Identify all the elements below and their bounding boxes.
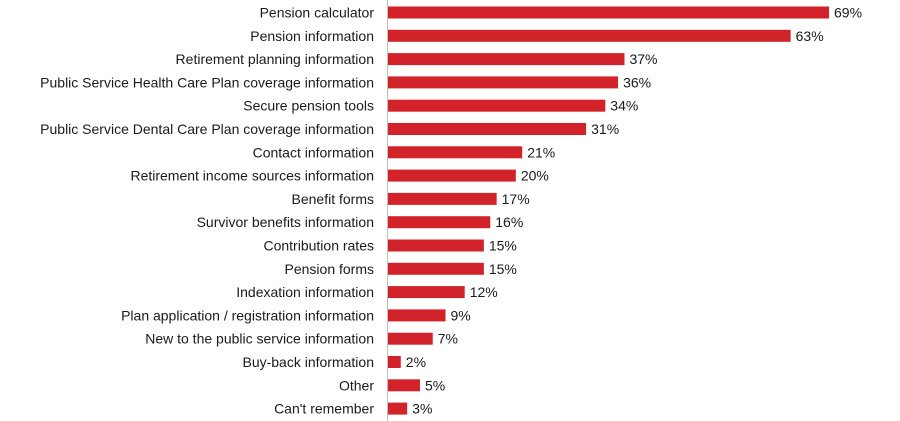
- value-label: 31%: [591, 121, 619, 137]
- category-label: Pension forms: [285, 261, 374, 277]
- bar: [388, 53, 625, 66]
- bar: [388, 76, 619, 89]
- category-label: Benefit forms: [292, 191, 374, 207]
- bar: [388, 379, 420, 392]
- value-label: 36%: [623, 74, 651, 90]
- bar: [388, 216, 491, 229]
- bar: [388, 309, 446, 322]
- category-label: Pension calculator: [260, 5, 375, 21]
- category-label: Indexation information: [236, 284, 374, 300]
- value-label: 37%: [629, 51, 657, 67]
- bar: [388, 192, 497, 205]
- value-label: 12%: [470, 284, 498, 300]
- category-label: Plan application / registration informat…: [121, 307, 374, 323]
- category-label: New to the public service information: [145, 331, 374, 347]
- category-label: Secure pension tools: [243, 98, 374, 114]
- value-label: 3%: [412, 401, 432, 417]
- value-label: 7%: [438, 331, 458, 347]
- value-label: 20%: [521, 168, 549, 184]
- bar: [388, 356, 401, 368]
- value-label: 69%: [834, 5, 862, 21]
- category-label: Survivor benefits information: [197, 214, 374, 230]
- category-label: Contribution rates: [263, 238, 374, 254]
- value-label: 17%: [502, 191, 530, 207]
- bar: [388, 99, 606, 112]
- bar: [388, 169, 516, 182]
- bar: [388, 123, 587, 135]
- bar-group: Pension calculator 69% Pension information…: [40, 5, 862, 417]
- value-label: 15%: [489, 238, 517, 254]
- value-label: 16%: [495, 214, 523, 230]
- value-label: 34%: [610, 98, 638, 114]
- bar: [388, 6, 829, 19]
- bar: [388, 262, 484, 275]
- value-label: 9%: [451, 307, 471, 323]
- category-label: Buy-back information: [242, 354, 374, 370]
- value-label: 5%: [425, 377, 445, 393]
- bar: [388, 332, 433, 345]
- category-label: Retirement planning information: [176, 51, 374, 67]
- bar: [388, 146, 523, 159]
- value-label: 15%: [489, 261, 517, 277]
- value-label: 21%: [527, 144, 555, 160]
- category-label: Other: [339, 377, 374, 393]
- category-label: Public Service Health Care Plan coverage…: [40, 74, 374, 90]
- category-label: Contact information: [253, 144, 374, 160]
- bar: [388, 239, 484, 252]
- bar: [388, 286, 465, 299]
- category-label: Public Service Dental Care Plan coverage…: [40, 121, 374, 137]
- category-label: Can't remember: [274, 401, 374, 417]
- category-label: Pension information: [250, 28, 374, 44]
- value-label: 63%: [796, 28, 824, 44]
- value-label: 2%: [406, 354, 426, 370]
- bar: [388, 29, 791, 42]
- bar: [388, 402, 408, 415]
- category-label: Retirement income sources information: [130, 168, 374, 184]
